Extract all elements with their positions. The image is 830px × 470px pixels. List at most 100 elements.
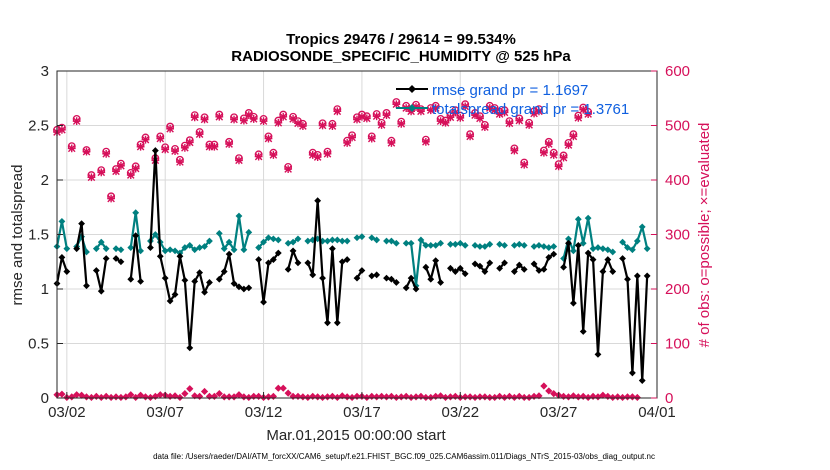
rmse-point	[97, 287, 105, 295]
totalspread-point	[151, 231, 159, 238]
totalspread-point	[496, 240, 504, 248]
obs-rejected-marker	[274, 384, 282, 392]
rmse-line-segment	[75, 222, 88, 286]
obs-rejected-marker	[230, 393, 238, 401]
legend-rmse-marker	[408, 85, 416, 93]
obs-rejected-marker	[225, 393, 233, 401]
totalspread-point	[353, 234, 361, 242]
totalspread-point	[324, 237, 331, 245]
totalspread-point	[456, 239, 464, 247]
obs-evaluated-marker	[284, 165, 293, 173]
rmse-point	[388, 275, 395, 283]
legend: rmse grand pr = 1.1697 totalspread grand…	[396, 82, 629, 118]
rmse-point	[112, 255, 120, 262]
rmse-point	[274, 249, 282, 257]
obs-rejected-marker	[486, 393, 494, 402]
rmse-point	[486, 259, 494, 267]
obs-rejected-marker	[515, 392, 523, 400]
obs-rejected-marker	[623, 393, 632, 401]
rmse-point	[171, 291, 179, 298]
obs-rejected-marker	[215, 390, 223, 398]
obs-rejected-marker	[107, 393, 115, 402]
y-left-tick-label: 2.5	[28, 118, 49, 135]
totalspread-point	[260, 238, 267, 246]
rmse-point	[201, 288, 208, 296]
totalspread-point	[530, 243, 538, 250]
obs-evaluated-marker	[141, 135, 150, 144]
rmse-line-segment	[621, 258, 649, 382]
rmse-point	[407, 274, 415, 282]
obs-rejected-marker	[387, 392, 396, 400]
rmse-point	[117, 258, 125, 266]
obs-evaluated-marker	[367, 134, 376, 143]
obs-rejected-marker	[127, 391, 135, 399]
obs-rejected-marker	[220, 393, 228, 401]
totalspread-point	[343, 237, 351, 245]
obs-rejected-marker	[304, 393, 312, 402]
obs-evaluated-marker	[195, 130, 204, 139]
obs-evaluated-marker	[392, 100, 401, 109]
totalspread-point	[338, 237, 346, 245]
obs-evaluated-marker	[500, 108, 509, 117]
totalspread-line-segment	[218, 214, 250, 251]
rmse-point	[633, 272, 641, 280]
rmse-point	[333, 319, 341, 327]
rmse-point	[58, 253, 66, 261]
rmse-point	[289, 247, 297, 255]
rmse-point	[471, 260, 479, 268]
x-axis-label: Mar.01,2015 00:00:00 start	[266, 427, 446, 444]
rmse-point	[392, 279, 400, 286]
totalspread-point	[599, 245, 607, 253]
obs-rejected-marker	[476, 393, 484, 401]
totalspread-point	[58, 218, 66, 225]
obs-evaluated-marker	[131, 164, 140, 173]
rmse-point	[220, 268, 228, 275]
obs-evaluated-marker	[544, 140, 553, 148]
obs-rejected-marker	[505, 392, 514, 400]
totalspread-point	[422, 242, 430, 249]
rmse-point	[181, 276, 189, 284]
obs-rejected-marker	[245, 393, 253, 402]
totalspread-point	[383, 237, 390, 245]
obs-evaluated-marker	[417, 107, 425, 116]
obs-evaluated-marker	[377, 121, 386, 129]
obs-rejected-marker	[377, 392, 386, 400]
rmse-point	[73, 245, 81, 253]
totalspread-point	[137, 247, 145, 255]
obs-evaluated-marker	[485, 104, 494, 112]
obs-rejected-marker	[200, 387, 209, 396]
totalspread-point	[520, 242, 528, 249]
rmse-point	[594, 351, 602, 358]
obs-rejected-marker	[609, 393, 617, 402]
totalspread-point	[609, 248, 617, 256]
rmse-point	[638, 377, 646, 384]
rmse-point	[461, 270, 469, 278]
rmse-point	[245, 284, 253, 292]
totalspread-point	[471, 242, 479, 249]
obs-evaluated-marker	[176, 158, 184, 166]
obs-evaluated-marker	[348, 133, 356, 142]
chart-title-line2: RADIOSONDE_SPECIFIC_HUMIDITY @ 525 hPa	[231, 48, 571, 65]
obs-rejected-marker	[205, 392, 214, 400]
obs-rejected-marker	[540, 382, 548, 390]
x-tick-label: 04/01	[638, 404, 676, 421]
obs-rejected-marker	[392, 393, 400, 402]
obs-evaluated-marker	[446, 113, 455, 122]
obs-rejected-marker	[137, 391, 145, 399]
obs-rejected-marker	[382, 393, 391, 401]
obs-evaluated-marker	[126, 171, 135, 179]
rmse-point	[629, 369, 636, 377]
rmse-point	[215, 275, 223, 283]
totalspread-point	[579, 239, 587, 247]
obs-rejected-marker	[412, 393, 420, 401]
totalspread-point	[451, 240, 459, 248]
totalspread-point	[329, 236, 336, 244]
totalspread-point	[358, 233, 366, 241]
totalspread-point	[629, 246, 636, 254]
rmse-point	[309, 271, 317, 279]
obs-evaluated-marker	[156, 134, 165, 143]
totalspread-point	[132, 209, 140, 217]
y-right-tick-label: 200	[665, 281, 690, 298]
obs-rejected-marker	[491, 393, 499, 402]
obs-rejected-marker	[599, 391, 607, 399]
